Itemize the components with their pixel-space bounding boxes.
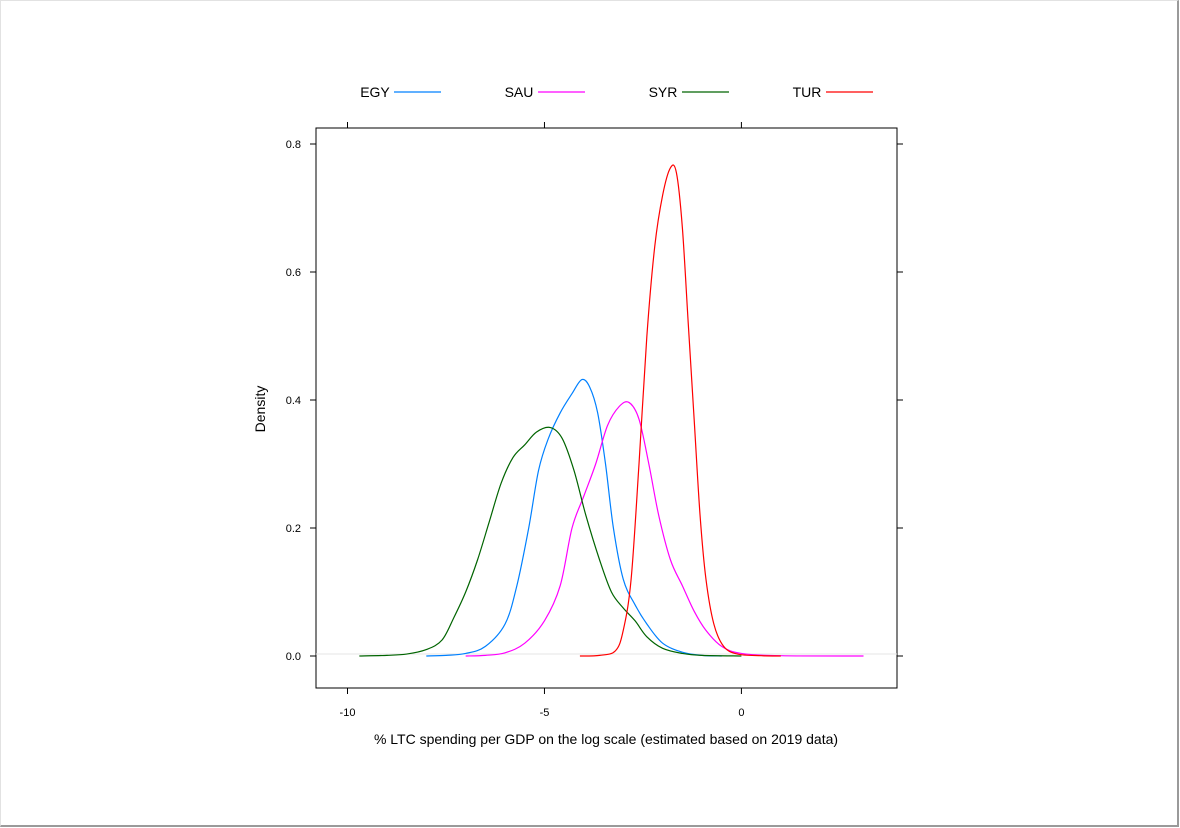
- series-line-syr: [359, 426, 742, 657]
- plot-panel: [315, 127, 898, 689]
- x-tick-label: 0: [738, 707, 744, 719]
- y-tick-label: 0.2: [286, 523, 301, 535]
- y-axis-ticks: 0.0 0.2 0.4 0.6 0.8: [286, 139, 903, 663]
- legend-label-egy: EGY: [360, 84, 390, 100]
- series-line-sau: [465, 401, 864, 657]
- legend-label-sau: SAU: [505, 84, 534, 100]
- y-axis-title: Density: [252, 386, 268, 433]
- x-tick-label: -5: [540, 707, 550, 719]
- legend: EGY SAU SYR TUR: [360, 84, 873, 100]
- y-tick-label: 0.6: [286, 267, 301, 279]
- series-line-egy: [426, 378, 722, 657]
- x-axis-title: % LTC spending per GDP on the log scale …: [374, 731, 838, 747]
- density-lines: [359, 164, 864, 657]
- x-axis-ticks: -10 -5 0: [340, 122, 744, 719]
- legend-label-tur: TUR: [793, 84, 822, 100]
- y-tick-label: 0.0: [286, 651, 301, 663]
- legend-label-syr: SYR: [649, 84, 678, 100]
- series-line-tur: [579, 164, 781, 657]
- x-tick-label: -10: [340, 707, 356, 719]
- y-tick-label: 0.8: [286, 139, 301, 151]
- y-tick-label: 0.4: [286, 395, 301, 407]
